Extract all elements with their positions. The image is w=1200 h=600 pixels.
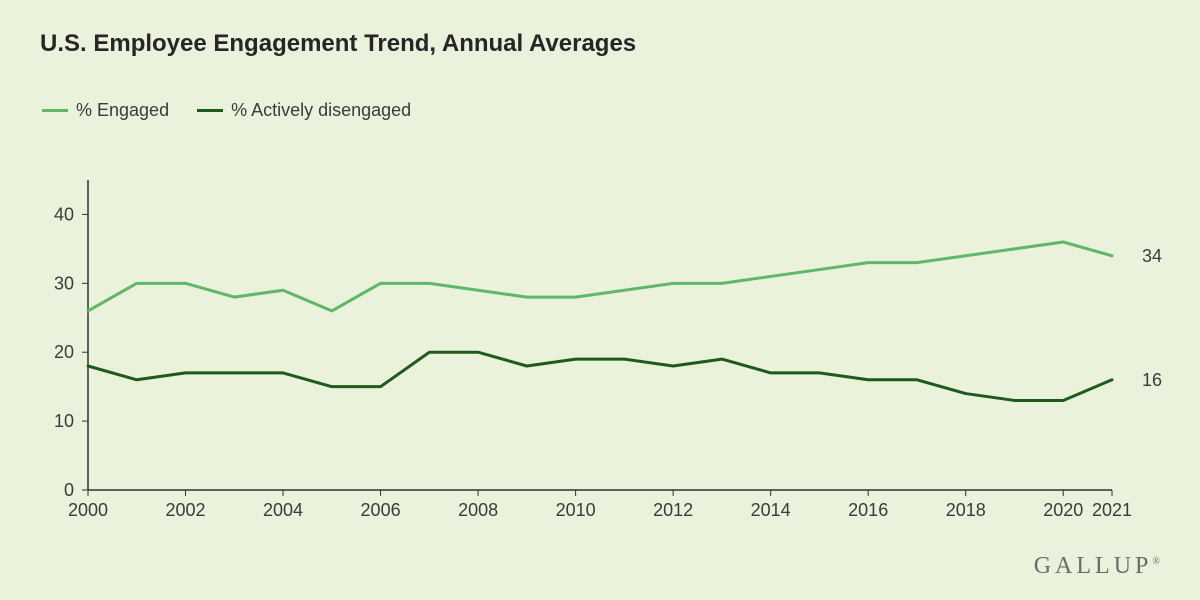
y-tick-label: 10 — [54, 411, 74, 431]
chart-container: U.S. Employee Engagement Trend, Annual A… — [0, 0, 1200, 600]
line-chart: 0 10 20 30 40 2000 2002 2004 2006 2008 2010 2012 201… — [0, 0, 1200, 600]
y-tick-label: 40 — [54, 204, 74, 224]
y-tick-label: 20 — [54, 342, 74, 362]
y-tick-label: 0 — [64, 480, 74, 500]
x-tick-label: 2008 — [458, 500, 498, 520]
series-line — [88, 242, 1112, 311]
brand-text: GALLUP — [1034, 553, 1153, 579]
x-tick-label: 2016 — [848, 500, 888, 520]
x-tick-label: 2002 — [166, 500, 206, 520]
brand-logo: GALLUP® — [1034, 553, 1160, 580]
x-tick-label: 2010 — [556, 500, 596, 520]
x-tick-label: 2014 — [751, 500, 791, 520]
series-end-label: 16 — [1142, 370, 1162, 390]
x-tick-label: 2018 — [946, 500, 986, 520]
x-tick-label: 2004 — [263, 500, 303, 520]
x-tick-label: 2000 — [68, 500, 108, 520]
x-tick-label: 2006 — [361, 500, 401, 520]
series-end-label: 34 — [1142, 246, 1162, 266]
x-tick-label: 2020 — [1043, 500, 1083, 520]
x-tick-label: 2012 — [653, 500, 693, 520]
y-tick-label: 30 — [54, 273, 74, 293]
x-tick-label: 2021 — [1092, 500, 1132, 520]
series-line — [88, 352, 1112, 400]
